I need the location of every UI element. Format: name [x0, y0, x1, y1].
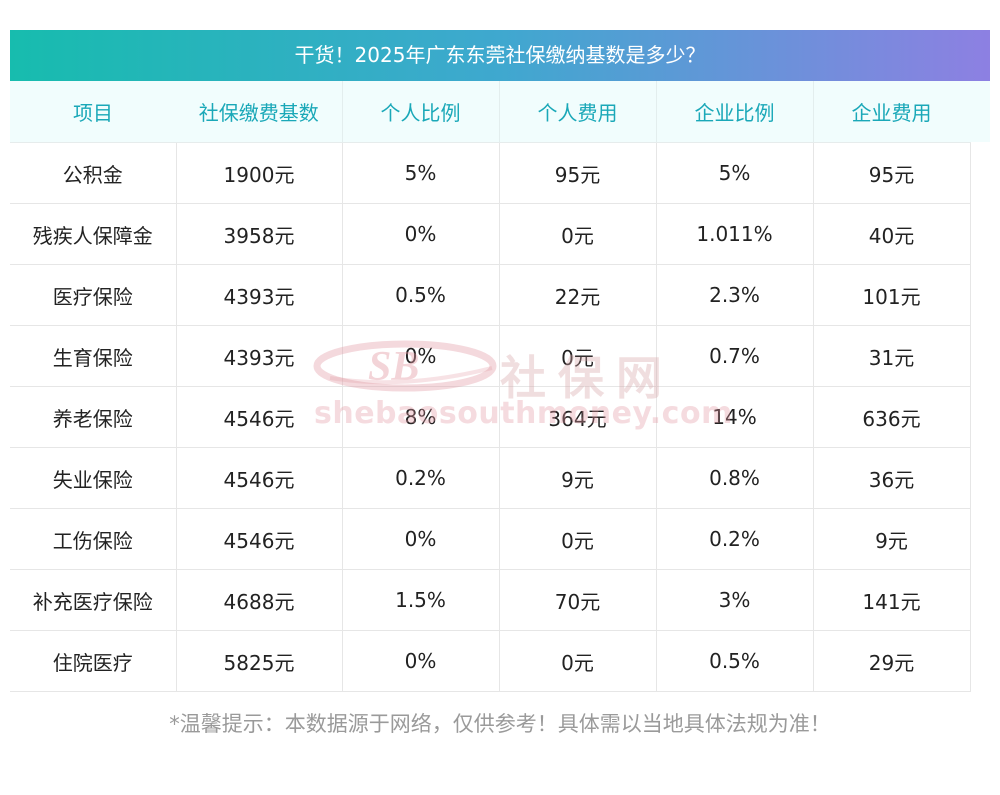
cell-item: 住院医疗: [10, 630, 177, 692]
header-company-fee: 企业费用: [813, 81, 971, 143]
cell-company-rate: 2.3%: [655, 264, 814, 326]
cell-base: 4688元: [175, 569, 343, 631]
header-personal-fee: 个人费用: [499, 81, 657, 143]
cell-personal-rate: 0.2%: [341, 447, 500, 509]
cell-company-rate: 0.7%: [655, 325, 814, 387]
cell-personal-fee: 9元: [498, 447, 657, 509]
cell-company-rate: 5%: [655, 142, 814, 204]
cell-personal-rate: 5%: [341, 142, 500, 204]
cell-company-fee: 40元: [812, 203, 971, 265]
cell-company-fee: 636元: [812, 386, 971, 448]
header-tail: [970, 81, 990, 142]
page-title: 干货！2025年广东东莞社保缴纳基数是多少？: [10, 30, 990, 81]
header-base: 社保缴费基数: [176, 81, 343, 143]
table-row: 补充医疗保险 4688元 1.5% 70元 3% 141元: [10, 569, 971, 631]
cell-personal-rate: 0%: [341, 203, 500, 265]
cell-base: 4546元: [175, 447, 343, 509]
cell-company-fee: 36元: [812, 447, 971, 509]
table-row: 失业保险 4546元 0.2% 9元 0.8% 36元: [10, 447, 971, 509]
cell-company-rate: 3%: [655, 569, 814, 631]
cell-base: 4546元: [175, 508, 343, 570]
cell-item: 生育保险: [10, 325, 177, 387]
cell-personal-rate: 0%: [341, 325, 500, 387]
insurance-table: 项目 社保缴费基数 个人比例 个人费用 企业比例 企业费用 公积金 1900元 …: [10, 81, 971, 692]
header-item: 项目: [10, 81, 176, 143]
cell-item: 残疾人保障金: [10, 203, 177, 265]
header-personal-rate: 个人比例: [342, 81, 500, 143]
table-row: 公积金 1900元 5% 95元 5% 95元: [10, 142, 971, 204]
cell-company-fee: 29元: [812, 630, 971, 692]
table-row: 住院医疗 5825元 0% 0元 0.5% 29元: [10, 630, 971, 692]
cell-personal-rate: 0%: [341, 630, 500, 692]
cell-base: 1900元: [175, 142, 343, 204]
cell-item: 医疗保险: [10, 264, 177, 326]
cell-personal-fee: 95元: [498, 142, 657, 204]
cell-personal-fee: 0元: [498, 630, 657, 692]
cell-personal-rate: 8%: [341, 386, 500, 448]
cell-item: 补充医疗保险: [10, 569, 177, 631]
cell-personal-rate: 1.5%: [341, 569, 500, 631]
header-company-rate: 企业比例: [656, 81, 814, 143]
cell-personal-fee: 0元: [498, 325, 657, 387]
cell-personal-fee: 22元: [498, 264, 657, 326]
table-row: 生育保险 4393元 0% 0元 0.7% 31元: [10, 325, 971, 387]
cell-item: 失业保险: [10, 447, 177, 509]
cell-personal-fee: 70元: [498, 569, 657, 631]
cell-base: 5825元: [175, 630, 343, 692]
cell-company-rate: 0.2%: [655, 508, 814, 570]
cell-personal-fee: 364元: [498, 386, 657, 448]
cell-company-fee: 9元: [812, 508, 971, 570]
cell-company-rate: 0.8%: [655, 447, 814, 509]
cell-item: 养老保险: [10, 386, 177, 448]
cell-company-rate: 1.011%: [655, 203, 814, 265]
cell-personal-rate: 0.5%: [341, 264, 500, 326]
cell-company-rate: 0.5%: [655, 630, 814, 692]
cell-personal-fee: 0元: [498, 203, 657, 265]
footer-note: *温馨提示：本数据源于网络，仅供参考！具体需以当地具体法规为准！: [169, 712, 831, 736]
cell-personal-rate: 0%: [341, 508, 500, 570]
cell-company-rate: 14%: [655, 386, 814, 448]
table-row: 工伤保险 4546元 0% 0元 0.2% 9元: [10, 508, 971, 570]
cell-base: 4546元: [175, 386, 343, 448]
table-row: 残疾人保障金 3958元 0% 0元 1.011% 40元: [10, 203, 971, 265]
table-row: 医疗保险 4393元 0.5% 22元 2.3% 101元: [10, 264, 971, 326]
cell-company-fee: 101元: [812, 264, 971, 326]
cell-personal-fee: 0元: [498, 508, 657, 570]
cell-item: 工伤保险: [10, 508, 177, 570]
table-row: 养老保险 4546元 8% 364元 14% 636元: [10, 386, 971, 448]
cell-company-fee: 95元: [812, 142, 971, 204]
cell-base: 4393元: [175, 264, 343, 326]
cell-item: 公积金: [10, 142, 177, 204]
cell-company-fee: 141元: [812, 569, 971, 631]
insurance-table-container: 项目 社保缴费基数 个人比例 个人费用 企业比例 企业费用 公积金 1900元 …: [10, 81, 990, 692]
table-header-row: 项目 社保缴费基数 个人比例 个人费用 企业比例 企业费用: [10, 81, 971, 143]
cell-base: 3958元: [175, 203, 343, 265]
cell-base: 4393元: [175, 325, 343, 387]
cell-company-fee: 31元: [812, 325, 971, 387]
